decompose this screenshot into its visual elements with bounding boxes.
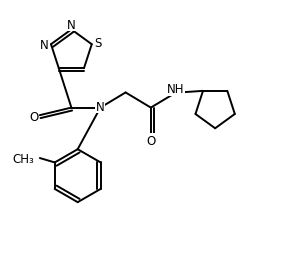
Text: O: O: [29, 110, 38, 123]
Text: S: S: [94, 37, 102, 50]
Text: CH₃: CH₃: [12, 152, 34, 165]
Text: N: N: [96, 100, 105, 113]
Text: O: O: [146, 134, 155, 147]
Text: NH: NH: [167, 83, 185, 96]
Text: N: N: [67, 19, 76, 32]
Text: N: N: [40, 39, 49, 52]
